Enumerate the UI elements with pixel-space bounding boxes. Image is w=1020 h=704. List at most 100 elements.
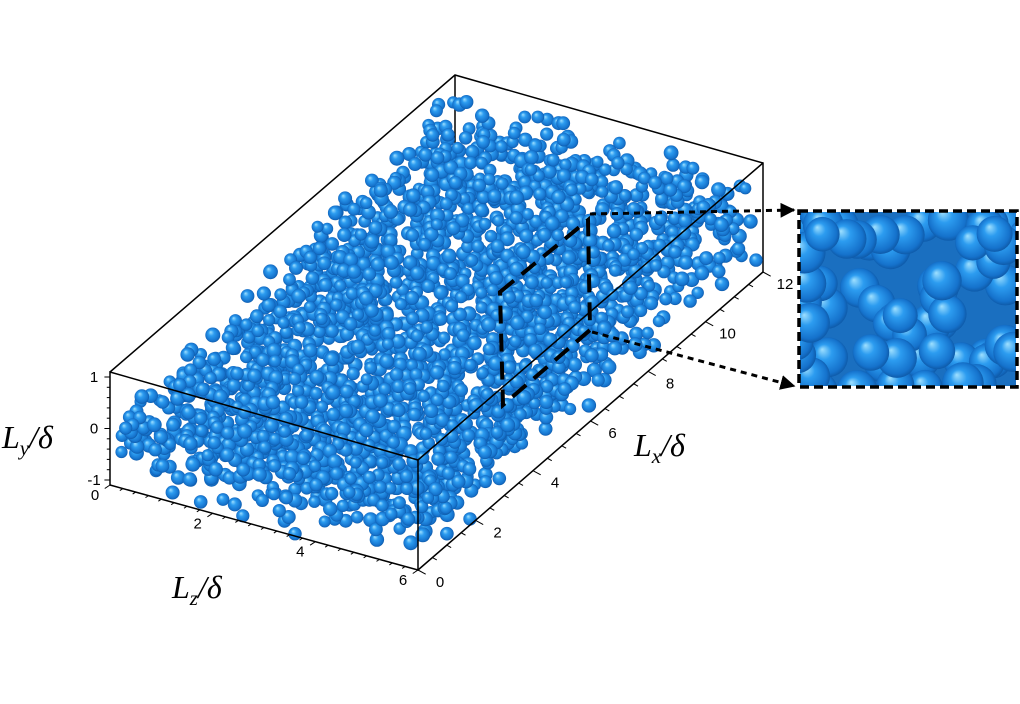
- particle: [837, 370, 877, 386]
- particle: [516, 244, 531, 259]
- particle: [551, 228, 565, 242]
- particle: [666, 158, 680, 172]
- particle: [129, 439, 145, 454]
- particle: [444, 429, 459, 444]
- particle: [667, 211, 682, 225]
- particle: [694, 265, 710, 281]
- particle: [170, 470, 186, 485]
- particle: [370, 257, 385, 272]
- particle: [193, 495, 208, 509]
- particle: [521, 208, 534, 221]
- particle: [591, 373, 605, 387]
- particle: [424, 403, 439, 418]
- particle: [365, 173, 379, 188]
- particle: [425, 128, 440, 142]
- minor-tick: [350, 551, 355, 555]
- particle: [173, 378, 187, 392]
- particle: [226, 378, 241, 393]
- particle: [119, 421, 133, 435]
- particle: [240, 318, 253, 331]
- particle: [418, 147, 433, 162]
- minor-tick: [170, 502, 175, 506]
- particle: [518, 110, 532, 124]
- minor-tick: [619, 395, 624, 400]
- particle: [537, 305, 553, 320]
- particle: [678, 213, 692, 228]
- particle: [207, 352, 221, 366]
- particle: [170, 391, 186, 406]
- particle: [711, 182, 726, 198]
- particle: [362, 470, 376, 484]
- particle: [907, 369, 943, 386]
- particle: [250, 309, 264, 324]
- y-axis-label: Ly/δ: [1, 419, 54, 460]
- particle: [653, 238, 667, 252]
- particle: [326, 407, 341, 422]
- particle: [581, 398, 597, 413]
- minor-tick: [145, 495, 149, 499]
- particle: [347, 202, 361, 216]
- particle: [390, 334, 406, 349]
- particle: [584, 348, 599, 363]
- particle: [343, 317, 358, 331]
- particle: [329, 298, 343, 312]
- particle: [255, 493, 269, 507]
- tick-label: 0: [90, 421, 98, 438]
- particle: [303, 301, 316, 313]
- particle: [597, 321, 612, 336]
- particle: [225, 340, 241, 356]
- particle: [365, 409, 380, 424]
- particle: [524, 163, 538, 176]
- particle: [481, 317, 496, 333]
- particle: [607, 340, 623, 356]
- particle: [524, 150, 539, 165]
- particle: [462, 462, 477, 476]
- particle: [407, 407, 422, 422]
- particle: [431, 451, 446, 466]
- particle: [415, 527, 431, 543]
- particle: [430, 393, 444, 407]
- particle: [451, 141, 464, 154]
- tick-mark: [590, 420, 599, 426]
- particle: [628, 263, 643, 279]
- particle: [146, 417, 162, 433]
- particle: [288, 372, 302, 386]
- particle: [136, 421, 151, 435]
- particle: [380, 244, 396, 259]
- particle: [691, 286, 704, 299]
- particle: [490, 239, 505, 254]
- particle: [153, 430, 168, 445]
- particle: [663, 183, 678, 197]
- particle: [364, 233, 380, 249]
- minor-tick: [734, 296, 739, 300]
- particle: [539, 395, 554, 409]
- particle: [678, 255, 693, 270]
- tick-label: 4: [551, 475, 559, 492]
- particle: [465, 144, 480, 159]
- particle: [454, 383, 468, 397]
- particle: [663, 145, 679, 161]
- minor-tick: [247, 523, 252, 527]
- particle: [649, 259, 663, 272]
- particle: [659, 292, 673, 306]
- particle: [308, 495, 321, 508]
- particle: [540, 127, 554, 141]
- particle: [556, 116, 571, 131]
- particle: [408, 157, 422, 172]
- particle: [531, 110, 545, 124]
- particle: [368, 324, 382, 337]
- particle: [421, 279, 435, 294]
- particle: [465, 254, 479, 267]
- particle: [606, 288, 619, 301]
- tick-label: -1: [87, 472, 100, 489]
- particle: [524, 275, 539, 290]
- particle: [155, 458, 170, 473]
- particle: [194, 412, 208, 425]
- minor-tick: [561, 445, 567, 449]
- particle: [303, 343, 318, 358]
- particle: [288, 527, 302, 541]
- particle: [509, 335, 522, 348]
- particle: [655, 192, 669, 206]
- particle: [441, 128, 455, 142]
- tick-label: 12: [777, 276, 794, 293]
